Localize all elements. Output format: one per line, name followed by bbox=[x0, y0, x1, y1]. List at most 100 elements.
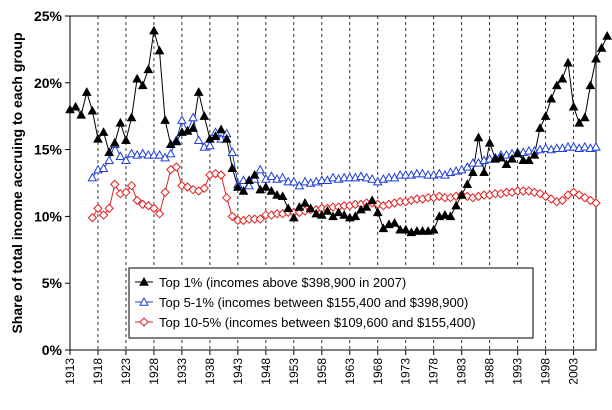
data-point-top-1-2004 bbox=[574, 117, 585, 127]
y-tick-label-15: 15% bbox=[34, 142, 63, 158]
legend-label-top-10-5: Top 10-5% (incomes between $109,600 and … bbox=[159, 315, 476, 330]
data-point-top-1-2005 bbox=[579, 112, 590, 122]
data-point-top-10-5-1929 bbox=[154, 209, 165, 219]
x-tick-label-1933: 1933 bbox=[175, 358, 189, 385]
data-point-top-1-1939 bbox=[210, 131, 221, 140]
data-point-top-1-1987 bbox=[479, 167, 489, 177]
data-point-top-5-1-2007 bbox=[591, 141, 601, 151]
data-point-top-1-2001 bbox=[557, 73, 568, 83]
data-point-top-1-1945 bbox=[244, 175, 254, 185]
legend-marker-top-10-5 bbox=[139, 317, 149, 327]
x-tick-label-1918: 1918 bbox=[91, 358, 105, 385]
data-point-top-5-1-1919 bbox=[98, 163, 109, 173]
y-tick-label-0: 0% bbox=[42, 342, 63, 358]
data-point-top-1-1998 bbox=[540, 111, 551, 120]
data-point-top-10-5-1932 bbox=[171, 162, 182, 172]
data-point-top-1-1993 bbox=[512, 148, 523, 158]
data-point-top-10-5-1928 bbox=[149, 203, 159, 214]
data-point-top-5-1-1935 bbox=[188, 112, 198, 122]
x-tick-label-1938: 1938 bbox=[203, 358, 217, 385]
data-point-top-5-1-1960 bbox=[328, 172, 338, 182]
data-point-top-1-1921 bbox=[109, 137, 120, 147]
data-point-top-1-1943 bbox=[233, 181, 243, 191]
data-point-top-1-2002 bbox=[563, 57, 573, 67]
data-point-top-10-5-1917 bbox=[87, 213, 98, 223]
data-point-top-1-1971 bbox=[389, 218, 400, 227]
data-point-top-1-1967 bbox=[367, 195, 378, 205]
data-point-top-1-1928 bbox=[149, 25, 159, 35]
y-tick-label-25: 25% bbox=[34, 8, 63, 24]
data-point-top-1-1946 bbox=[249, 169, 260, 179]
data-point-top-1-1926 bbox=[137, 80, 148, 90]
data-point-top-1-1952 bbox=[283, 203, 294, 213]
data-point-top-10-5-1942 bbox=[227, 211, 237, 222]
data-point-top-10-5-1940 bbox=[216, 170, 226, 180]
data-point-top-1-1968 bbox=[372, 207, 383, 217]
data-point-top-1-1964 bbox=[350, 211, 361, 221]
data-point-top-1-2009 bbox=[602, 31, 612, 40]
x-tick-label-1913: 1913 bbox=[63, 358, 77, 385]
data-point-top-10-5-1947 bbox=[255, 214, 265, 224]
data-point-top-1-1957 bbox=[311, 208, 322, 218]
series-points-top-1 bbox=[65, 25, 612, 237]
x-tick-label-1948: 1948 bbox=[259, 358, 273, 385]
data-point-top-1-1986 bbox=[473, 132, 484, 142]
data-point-top-5-1-1924 bbox=[126, 148, 137, 158]
data-point-top-1-1935 bbox=[188, 123, 198, 132]
data-point-top-5-1-1970 bbox=[384, 172, 394, 182]
data-point-top-1-1936 bbox=[193, 87, 204, 96]
data-point-top-1-1919 bbox=[98, 127, 109, 136]
data-point-top-1-1916 bbox=[81, 87, 92, 96]
data-point-top-5-1-1923 bbox=[121, 155, 131, 164]
data-point-top-1-1932 bbox=[171, 136, 182, 146]
data-point-top-10-5-1920 bbox=[104, 203, 114, 214]
x-tick-label-1973: 1973 bbox=[399, 358, 413, 385]
data-point-top-1-1997 bbox=[535, 123, 545, 132]
data-point-top-5-1-1998 bbox=[540, 143, 551, 152]
data-point-top-1-1994 bbox=[518, 155, 529, 164]
data-point-top-5-1-1933 bbox=[177, 115, 187, 124]
y-axis-label: Share of total income accruing to each g… bbox=[9, 32, 25, 333]
data-point-top-5-1-1952 bbox=[283, 176, 294, 186]
data-point-top-5-1-1922 bbox=[115, 151, 126, 160]
y-tick-label-10: 10% bbox=[34, 208, 63, 224]
x-tick-label-1998: 1998 bbox=[539, 358, 553, 385]
data-point-top-1-1992 bbox=[507, 153, 517, 163]
data-point-top-1-1978 bbox=[428, 224, 439, 234]
data-point-top-1-1959 bbox=[322, 206, 333, 215]
data-point-top-1-2008 bbox=[596, 43, 607, 52]
data-point-top-10-5-1919 bbox=[98, 210, 109, 220]
x-tick-label-1983: 1983 bbox=[455, 358, 469, 385]
data-point-top-1-1983 bbox=[456, 189, 467, 199]
x-tick-label-2003: 2003 bbox=[567, 358, 581, 385]
legend-label-top-5-1: Top 5-1% (incomes between $155,400 and $… bbox=[159, 295, 468, 310]
data-point-top-1-1918 bbox=[93, 133, 103, 143]
data-point-top-5-1-1953 bbox=[288, 176, 299, 186]
data-point-top-1-1956 bbox=[305, 203, 316, 213]
data-point-top-5-1-1995 bbox=[524, 145, 534, 155]
data-point-top-5-1-2003 bbox=[568, 141, 579, 151]
x-tick-label-1923: 1923 bbox=[119, 358, 133, 385]
x-tick-label-1943: 1943 bbox=[231, 358, 245, 385]
data-point-top-5-1-1958 bbox=[316, 175, 327, 185]
data-point-top-1-1996 bbox=[529, 149, 540, 159]
legend: Top 1% (incomes above $398,900 in 2007) T… bbox=[128, 267, 534, 339]
data-point-top-5-1-1938 bbox=[205, 140, 215, 150]
data-point-top-1-1972 bbox=[395, 224, 405, 234]
data-point-top-1-1999 bbox=[546, 93, 557, 103]
data-point-top-1-1925 bbox=[132, 73, 142, 83]
data-point-top-5-1-1927 bbox=[143, 149, 154, 159]
data-point-top-5-1-1972 bbox=[395, 169, 405, 179]
data-point-top-5-1-2002 bbox=[563, 141, 573, 151]
data-point-top-5-1-1942 bbox=[227, 147, 238, 156]
data-point-top-1-1929 bbox=[154, 45, 165, 55]
data-point-top-1-2007 bbox=[591, 53, 601, 63]
data-point-top-1-1937 bbox=[199, 111, 210, 120]
y-tick-label-5: 5% bbox=[42, 275, 63, 291]
data-point-top-1-2003 bbox=[568, 101, 579, 111]
data-point-top-1-1953 bbox=[288, 212, 299, 222]
data-point-top-5-1-1936 bbox=[193, 135, 204, 144]
data-point-top-5-1-1917 bbox=[87, 172, 98, 182]
data-point-top-5-1-1975 bbox=[412, 168, 422, 178]
x-tick-label-1963: 1963 bbox=[343, 358, 357, 385]
